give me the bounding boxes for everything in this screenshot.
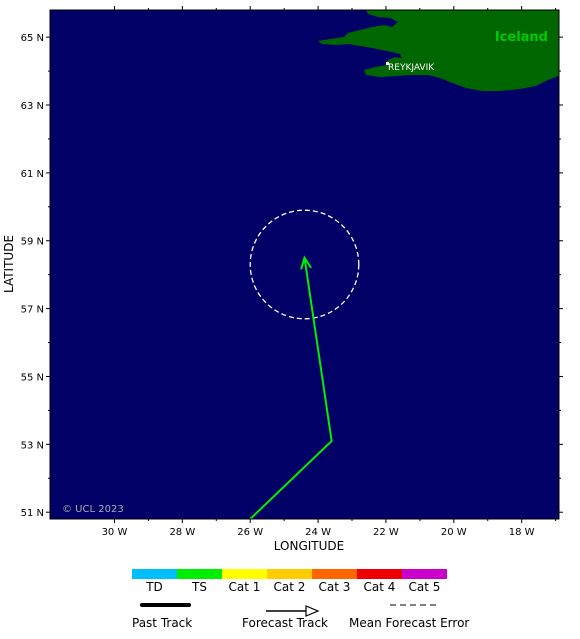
forecast-track — [249, 255, 333, 520]
copyright-label: © UCL 2023 — [62, 504, 124, 515]
error-circle — [249, 209, 360, 320]
iceland-label: Iceland — [495, 30, 548, 45]
forecast-track-label: Forecast Track — [242, 616, 328, 630]
lat-tick-label: 55 N — [21, 372, 44, 383]
iceland-landmass — [318, 10, 559, 91]
reykjavik-dot — [386, 62, 389, 65]
intensity-swatch — [177, 569, 222, 579]
lon-tick-label: 30 W — [102, 527, 128, 538]
y-axis-title: LATITUDE — [2, 235, 16, 293]
lat-tick-label: 65 N — [21, 33, 44, 44]
track-arrowhead — [300, 255, 312, 270]
iceland-islet — [400, 42, 418, 50]
intensity-swatch — [267, 569, 312, 579]
intensity-swatch — [312, 569, 357, 579]
lon-tick-label: 20 W — [441, 527, 467, 538]
intensity-label: Cat 4 — [363, 580, 396, 594]
lat-tick-label: 61 N — [21, 169, 44, 180]
past-track-label: Past Track — [132, 616, 193, 630]
mean-error-dash-line — [390, 604, 436, 606]
intensity-legend: TD TS Cat 1 Cat 2 Cat 3 Cat 4 Cat 5 Past Track… — [0, 560, 580, 639]
axis-ticks: 65 N 63 N 61 N 59 N 57 N 55 N 53 N 51 N 30 W 28 W… — [21, 6, 563, 538]
intensity-color-bar — [132, 569, 447, 579]
lat-tick-label: 59 N — [21, 237, 44, 248]
past-track-line — [140, 603, 191, 607]
track-line — [249, 257, 333, 520]
iceland-coast — [318, 10, 559, 91]
lat-tick-label: 51 N — [21, 508, 44, 519]
intensity-label: Cat 1 — [228, 580, 261, 594]
intensity-label: TS — [192, 580, 207, 594]
intensity-labels: TD TS Cat 1 Cat 2 Cat 3 Cat 4 Cat 5 — [132, 580, 447, 594]
mean-error-label: Mean Forecast Error — [349, 616, 470, 630]
lat-tick-label: 53 N — [21, 440, 44, 451]
storm-track-map: Iceland REYKJAVIK 65 N 63 N 61 N 59 N 57 N 55… — [2, 6, 563, 553]
lon-tick-label: 18 W — [509, 527, 535, 538]
map-frame — [49, 9, 560, 520]
lat-tick-label: 57 N — [21, 305, 44, 316]
forecast-track-arrow-icon — [266, 605, 320, 617]
reykjavik-marker — [386, 62, 389, 65]
reykjavik-label: REYKJAVIK — [388, 63, 435, 73]
x-axis-title: LONGITUDE — [274, 539, 344, 553]
mean-forecast-error-circle — [249, 209, 360, 320]
intensity-swatch — [402, 569, 447, 579]
lat-tick-label: 63 N — [21, 101, 44, 112]
lon-tick-label: 22 W — [373, 527, 399, 538]
lon-tick-label: 28 W — [169, 527, 195, 538]
lon-tick-label: 24 W — [305, 527, 331, 538]
intensity-swatch — [132, 569, 177, 579]
intensity-label: Cat 3 — [318, 580, 351, 594]
lon-tick-label: 26 W — [237, 527, 263, 538]
intensity-label: Cat 2 — [273, 580, 306, 594]
intensity-swatch — [357, 569, 402, 579]
intensity-label: Cat 5 — [408, 580, 441, 594]
intensity-swatch — [222, 569, 267, 579]
intensity-label: TD — [146, 580, 163, 594]
